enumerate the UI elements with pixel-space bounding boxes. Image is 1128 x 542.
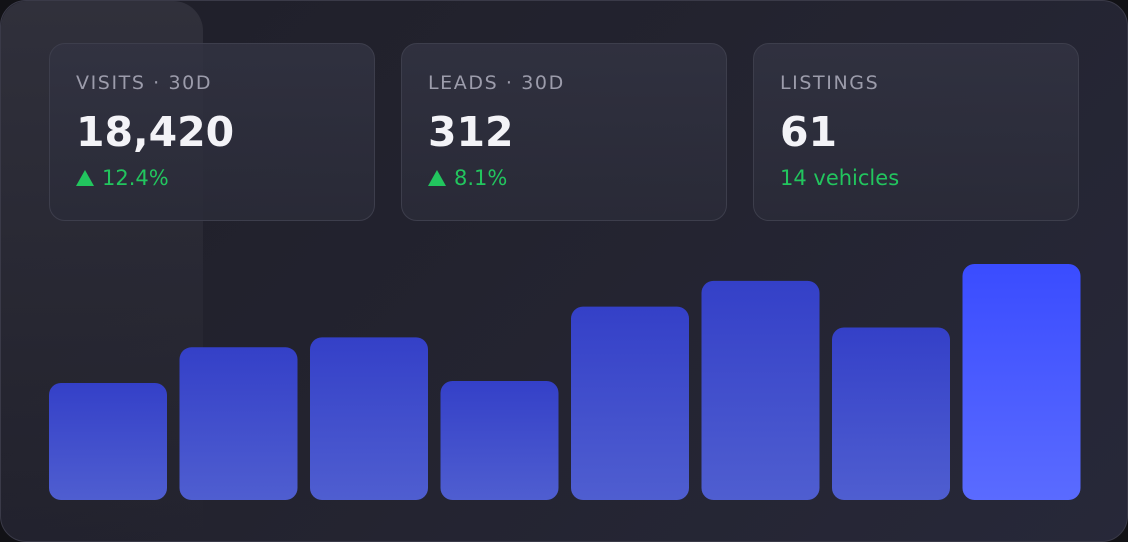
chart-bar-2 [179,347,298,500]
chart-bars [49,263,1081,500]
chart-bar-3 [310,337,428,500]
stat-value: 18,420 [76,108,235,156]
chart-bar-5 [571,306,689,500]
stat-sub-text: 14 vehicles [780,166,900,190]
stat-label: LEADS · 30D [428,72,565,94]
chart-bar-4 [440,381,559,500]
stat-value: 312 [428,108,514,156]
stat-card-leads: LEADS · 30D 312 8.1% [401,43,727,221]
stat-delta: 12.4% [76,166,169,190]
stat-delta: 8.1% [428,166,507,190]
stat-sub: 14 vehicles [780,166,899,190]
triangle-up-icon [76,170,94,186]
triangle-up-icon [428,170,446,186]
chart-bar-7 [832,327,950,500]
stat-label: LISTINGS [780,72,880,94]
chart-bar-6 [701,280,820,500]
stat-delta-text: 8.1% [454,166,508,190]
chart-bar-8 [962,263,1081,500]
stat-card-listings: LISTINGS 61 14 vehicles [753,43,1079,221]
stat-label: VISITS · 30D [76,72,213,94]
stat-card-visits: VISITS · 30D 18,420 12.4% [49,43,375,221]
stat-value: 61 [780,108,838,156]
chart-bar-1 [49,382,167,500]
stat-delta-text: 12.4% [102,166,169,190]
